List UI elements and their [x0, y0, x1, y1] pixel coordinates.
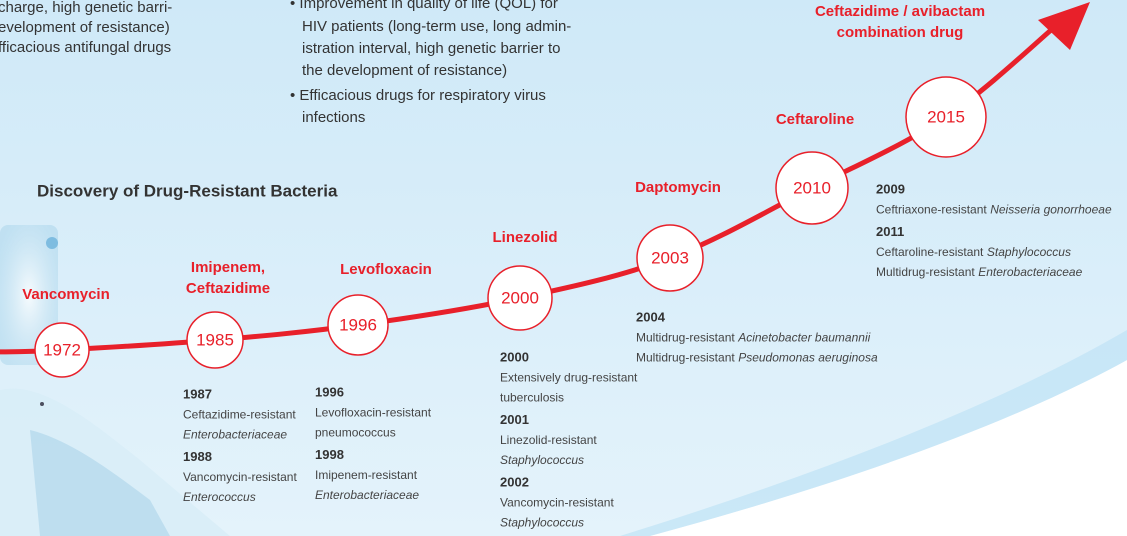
- note-year: 1996: [315, 384, 344, 399]
- note-segment: Neisseria gonorrhoeae: [990, 203, 1112, 217]
- timeline: 1972 Vancomycin 1985 Imipenem, Ceftazidime 19…: [0, 2, 1112, 530]
- top-left-line: charge, high genetic barri-: [0, 0, 172, 16]
- arrow-head: [1038, 2, 1090, 50]
- note-segment: tuberculosis: [500, 391, 564, 405]
- top-middle-line: the development of resistance): [302, 62, 507, 79]
- year-circle: [186, 311, 244, 369]
- note-segment: Enterococcus: [183, 490, 256, 504]
- drug-label: Linezolid: [493, 229, 558, 246]
- drug-label: Imipenem,: [191, 259, 265, 276]
- note-segment: Extensively drug-resistant: [500, 371, 638, 385]
- note-line: Extensively drug-resistant: [500, 371, 638, 385]
- note-line: Ceftazidime-resistant: [183, 408, 296, 422]
- note-line: Levofloxacin-resistant: [315, 406, 432, 420]
- note-year: 2002: [500, 474, 529, 489]
- drug-label: Ceftazidime: [186, 280, 270, 297]
- note-segment: Pseudomonas aeruginosa: [738, 351, 878, 365]
- note-segment: Imipenem-resistant: [315, 468, 418, 482]
- note-segment: Levofloxacin-resistant: [315, 406, 432, 420]
- note-segment: Multidrug-resistant: [876, 265, 975, 279]
- drug-label: Vancomycin: [22, 286, 110, 303]
- note-segment: Ceftaroline-resistant: [876, 245, 984, 259]
- year-label: 2015: [927, 107, 965, 126]
- top-left-line: evelopment of resistance): [0, 19, 170, 36]
- year-label: 2010: [793, 178, 831, 197]
- note-year: 2004: [636, 309, 666, 324]
- top-middle-line: HIV patients (long-term use, long admin-: [302, 18, 571, 35]
- note-line: Multidrug-resistant Pseudomonas aeruginos…: [636, 351, 878, 365]
- note-segment: Multidrug-resistant: [636, 331, 735, 345]
- note-year: 1988: [183, 449, 212, 464]
- note-segment: Ceftriaxone-resistant: [876, 203, 987, 217]
- top-middle-line: istration interval, high genetic barrier…: [302, 40, 560, 57]
- note-segment: Ceftazidime-resistant: [183, 408, 296, 422]
- drug-label: Levofloxacin: [340, 261, 432, 278]
- note-segment: Linezolid-resistant: [500, 433, 597, 447]
- note-segment: Staphylococcus: [500, 453, 584, 467]
- note-line: Ceftriaxone-resistant Neisseria gonorrhoe…: [876, 203, 1112, 217]
- drug-label: Ceftaroline: [776, 111, 854, 128]
- year-circle: [34, 322, 90, 378]
- year-circle: [775, 151, 849, 225]
- note-segment: Multidrug-resistant: [636, 351, 735, 365]
- year-label: 1972: [43, 340, 81, 359]
- top-left-line: fficacious antifungal drugs: [0, 39, 171, 56]
- year-circle: [636, 224, 704, 292]
- note-line: Ceftaroline-resistant Staphylococcus: [876, 245, 1071, 259]
- note-line: Enterobacteriaceae: [183, 428, 287, 442]
- note-line: Staphylococcus: [500, 516, 584, 530]
- note-line: Vancomycin-resistant: [183, 470, 297, 484]
- note-year: 2001: [500, 412, 529, 427]
- note-segment: Enterobacteriaceae: [315, 488, 419, 502]
- top-middle-line: infections: [302, 109, 365, 126]
- note-segment: Staphylococcus: [987, 245, 1071, 259]
- note-line: tuberculosis: [500, 391, 564, 405]
- year-circle: [487, 265, 553, 331]
- note-line: Enterococcus: [183, 490, 256, 504]
- top-middle-line: • Improvement in quality of life (QOL) f…: [290, 0, 558, 12]
- note-line: Multidrug-resistant Acinetobacter baumann…: [636, 331, 871, 345]
- note-segment: Enterobacteriaceae: [978, 265, 1082, 279]
- white-wave: [650, 360, 1127, 536]
- note-year: 2000: [500, 349, 529, 364]
- note-year: 1987: [183, 386, 212, 401]
- year-label: 2003: [651, 248, 689, 267]
- drug-label: combination drug: [837, 24, 964, 41]
- note-segment: pneumococcus: [315, 426, 396, 440]
- year-circle: [905, 76, 987, 158]
- year-label: 2000: [501, 288, 539, 307]
- section-title: Discovery of Drug-Resistant Bacteria: [37, 181, 338, 200]
- note-year: 2011: [876, 224, 904, 239]
- note-segment: Vancomycin-resistant: [500, 496, 614, 510]
- year-label: 1996: [339, 315, 377, 334]
- note-line: pneumococcus: [315, 426, 396, 440]
- note-line: Multidrug-resistant Enterobacteriaceae: [876, 265, 1083, 279]
- note-line: Enterobacteriaceae: [315, 488, 419, 502]
- drug-label: Daptomycin: [635, 179, 721, 196]
- note-line: Linezolid-resistant: [500, 433, 597, 447]
- drug-label: Ceftazidime / avibactam: [815, 3, 985, 20]
- note-segment: Acinetobacter baumannii: [737, 331, 870, 345]
- note-year: 1998: [315, 447, 344, 462]
- note-year: 2009: [876, 181, 905, 196]
- note-segment: Vancomycin-resistant: [183, 470, 297, 484]
- year-circle: [327, 294, 389, 356]
- note-line: Vancomycin-resistant: [500, 496, 614, 510]
- note-segment: Staphylococcus: [500, 516, 584, 530]
- note-segment: Enterobacteriaceae: [183, 428, 287, 442]
- glassware-image: [0, 225, 230, 536]
- year-label: 1985: [196, 330, 234, 349]
- top-middle-line: • Efficacious drugs for respiratory viru…: [290, 87, 546, 104]
- note-line: Imipenem-resistant: [315, 468, 418, 482]
- note-line: Staphylococcus: [500, 453, 584, 467]
